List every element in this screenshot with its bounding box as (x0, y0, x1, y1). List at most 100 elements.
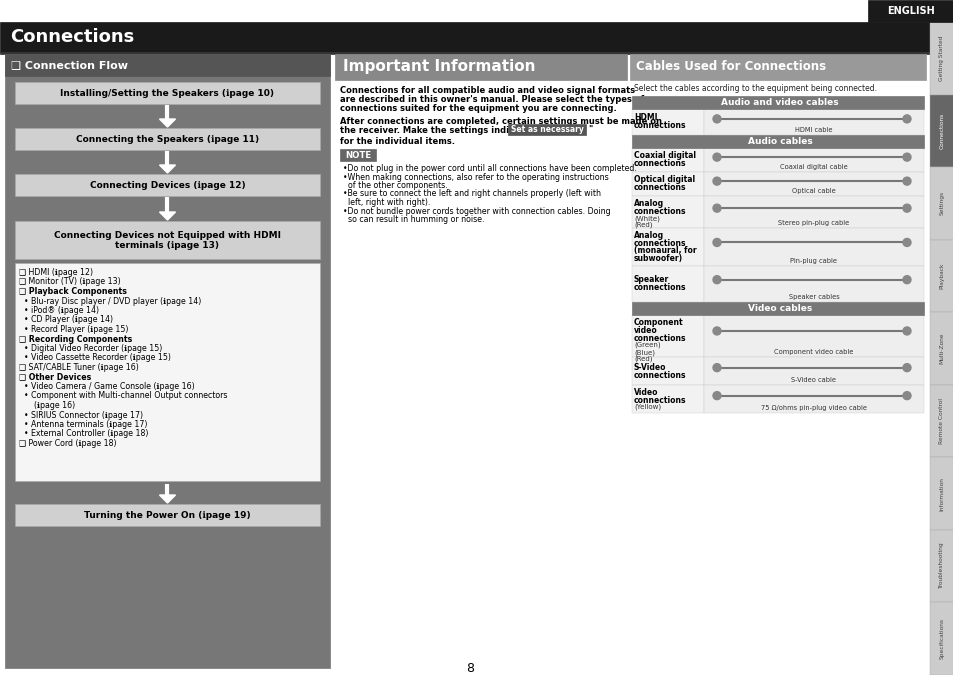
Text: HDMI: HDMI (634, 113, 657, 122)
Circle shape (902, 115, 910, 123)
Text: left, right with right).: left, right with right). (348, 198, 430, 207)
Text: connections: connections (634, 284, 686, 292)
Bar (0, 52, 929, 54)
Bar (631, 357, 703, 385)
Bar (631, 196, 703, 228)
Bar (339, 149, 375, 161)
Circle shape (712, 204, 720, 212)
Text: Turning the Power On (ℹpage 19): Turning the Power On (ℹpage 19) (84, 510, 251, 520)
Text: Specifications: Specifications (939, 618, 943, 659)
Bar (15, 128, 319, 150)
Polygon shape (159, 212, 175, 220)
Text: Video cables: Video cables (747, 304, 811, 313)
Text: •Be sure to connect the left and right channels properly (left with: •Be sure to connect the left and right c… (343, 190, 600, 198)
Text: Coaxial digital: Coaxial digital (634, 151, 696, 161)
Text: Remote Control: Remote Control (939, 398, 943, 444)
Bar (15, 174, 319, 196)
Text: Optical digital: Optical digital (634, 176, 695, 184)
Text: 75 Ω/ohms pin-plug video cable: 75 Ω/ohms pin-plug video cable (760, 405, 866, 411)
Text: Audio and video cables: Audio and video cables (720, 98, 838, 107)
Text: (Blue): (Blue) (634, 349, 655, 356)
Text: Connections: Connections (10, 28, 134, 46)
Text: Important Information: Important Information (343, 59, 535, 74)
Text: Pin-plug cable: Pin-plug cable (790, 258, 837, 264)
Bar (631, 109, 703, 135)
Text: ENGLISH: ENGLISH (886, 6, 934, 16)
Text: Component: Component (634, 318, 683, 327)
Circle shape (712, 153, 720, 161)
Text: S-Video: S-Video (634, 362, 666, 371)
Text: Stereo pin-plug cable: Stereo pin-plug cable (778, 220, 849, 226)
Bar (929, 603, 953, 675)
Circle shape (902, 238, 910, 246)
Bar (15, 221, 319, 259)
Text: (Green): (Green) (634, 342, 659, 348)
Circle shape (902, 177, 910, 185)
Bar (631, 172, 703, 196)
Text: Analog: Analog (634, 230, 663, 240)
Text: Set as necessary: Set as necessary (510, 126, 583, 134)
Text: (Red): (Red) (634, 222, 652, 229)
Bar (0, 22, 929, 52)
Text: connections: connections (634, 396, 686, 405)
Bar (929, 530, 953, 603)
Bar (703, 196, 923, 228)
Text: Troubleshooting: Troubleshooting (939, 543, 943, 589)
Bar (703, 148, 923, 172)
Text: Select the cables according to the equipment being connected.: Select the cables according to the equip… (634, 84, 876, 93)
Text: ❑ Monitor (TV) (ℹpage 13): ❑ Monitor (TV) (ℹpage 13) (19, 277, 120, 286)
Text: • Video Camera / Game Console (ℹpage 16): • Video Camera / Game Console (ℹpage 16) (19, 382, 194, 391)
Bar (631, 135, 923, 148)
Bar (15, 263, 319, 481)
Bar (631, 266, 703, 302)
Bar (703, 228, 923, 266)
Text: Multi-Zone: Multi-Zone (939, 333, 943, 364)
Bar (703, 266, 923, 302)
Text: Speaker cables: Speaker cables (788, 294, 839, 300)
Text: • Record Player (ℹpage 15): • Record Player (ℹpage 15) (19, 325, 129, 334)
Text: so can result in humming or noise.: so can result in humming or noise. (348, 215, 484, 224)
Text: After connections are completed, certain settings must be made on: After connections are completed, certain… (339, 117, 661, 126)
Text: Connections: Connections (939, 113, 943, 149)
Text: Component video cable: Component video cable (774, 349, 853, 355)
Text: • Digital Video Recorder (ℹpage 15): • Digital Video Recorder (ℹpage 15) (19, 344, 162, 353)
Text: (monaural, for: (monaural, for (634, 246, 696, 256)
Bar (15, 504, 319, 526)
Text: (White): (White) (634, 215, 659, 221)
Text: • CD Player (ℹpage 14): • CD Player (ℹpage 14) (19, 315, 112, 325)
Bar (507, 124, 585, 135)
Text: the receiver. Make the settings indicated ": the receiver. Make the settings indicate… (339, 126, 542, 135)
Text: ❑ Connection Flow: ❑ Connection Flow (11, 60, 128, 70)
Circle shape (712, 392, 720, 400)
Text: NOTE: NOTE (345, 151, 371, 159)
Text: ❑ Playback Components: ❑ Playback Components (19, 287, 127, 296)
Text: • Component with Multi-channel Output connectors: • Component with Multi-channel Output co… (19, 392, 227, 400)
Text: subwoofer): subwoofer) (634, 254, 682, 263)
Text: Installing/Setting the Speakers (ℹpage 10): Installing/Setting the Speakers (ℹpage 1… (60, 88, 274, 97)
Text: ❑ Power Cord (ℹpage 18): ❑ Power Cord (ℹpage 18) (19, 439, 116, 448)
Bar (631, 385, 703, 413)
Text: 8: 8 (465, 662, 474, 674)
Text: connections: connections (634, 184, 686, 192)
Text: connections: connections (634, 207, 686, 216)
Text: Optical cable: Optical cable (791, 188, 835, 194)
Text: (Red): (Red) (634, 356, 652, 362)
Circle shape (712, 238, 720, 246)
Text: connections: connections (634, 334, 686, 343)
Circle shape (902, 364, 910, 372)
Polygon shape (159, 495, 175, 503)
Bar (703, 385, 923, 413)
Bar (703, 109, 923, 135)
Text: ❑ Other Devices: ❑ Other Devices (19, 373, 91, 381)
Bar (929, 385, 953, 458)
Text: ": " (587, 124, 592, 134)
Text: Connecting Devices (ℹpage 12): Connecting Devices (ℹpage 12) (90, 180, 245, 190)
Bar (5, 54, 330, 76)
Bar (929, 240, 953, 313)
Text: •When making connections, also refer to the operating instructions: •When making connections, also refer to … (343, 173, 608, 182)
Circle shape (902, 275, 910, 284)
Text: connections: connections (634, 371, 686, 379)
Bar (929, 313, 953, 385)
Text: Settings: Settings (939, 191, 943, 215)
Circle shape (712, 327, 720, 335)
